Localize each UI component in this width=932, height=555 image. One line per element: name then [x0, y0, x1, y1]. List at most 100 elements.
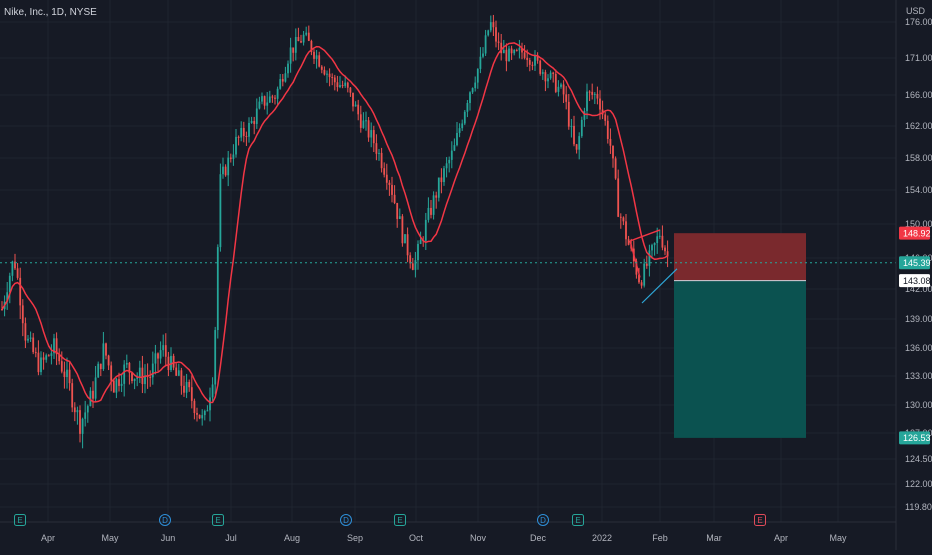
candle [138, 360, 141, 383]
dividend-marker[interactable]: D [159, 514, 171, 526]
candle [440, 168, 443, 194]
candle [253, 116, 256, 135]
candle [185, 373, 188, 399]
candle [596, 86, 599, 105]
candle [24, 317, 27, 349]
candle [112, 378, 115, 393]
candle [92, 381, 94, 408]
candle [391, 176, 393, 203]
candle [240, 121, 243, 142]
candle [125, 354, 128, 369]
candle [487, 29, 490, 37]
candle [242, 121, 245, 143]
candle [99, 363, 102, 377]
svg-text:D: D [343, 516, 349, 525]
price-tick-label: 142.00 [905, 284, 932, 294]
candle [206, 405, 209, 412]
candle [97, 361, 100, 378]
candle [271, 94, 274, 103]
dividend-marker[interactable]: D [537, 514, 549, 526]
price-tick-label: 162.00 [905, 121, 932, 131]
earnings-marker[interactable]: E [14, 514, 26, 526]
price-tick-label: 119.80 [905, 502, 932, 512]
candle [229, 153, 232, 163]
candle [445, 157, 448, 178]
price-tick-label: 158.00 [905, 153, 932, 163]
candle [235, 128, 237, 158]
time-tick-label: Feb [652, 533, 668, 543]
candle [341, 80, 344, 89]
candle [554, 69, 557, 94]
candle [216, 244, 219, 339]
candle [102, 331, 105, 371]
candle [521, 42, 523, 60]
candle [344, 75, 347, 88]
candle [349, 87, 352, 97]
candle [157, 352, 159, 372]
candle [417, 240, 419, 270]
candle [188, 379, 191, 392]
candle [294, 28, 297, 61]
candle [541, 69, 544, 80]
candle [326, 70, 328, 83]
earnings-marker[interactable]: E [394, 514, 406, 526]
candle [281, 74, 284, 87]
earnings-marker[interactable]: E [212, 514, 224, 526]
candle [53, 333, 55, 359]
time-axis: Apr May Jun Jul Aug Sep Oct Nov Dec 2022 Feb Mar Apr… [0, 521, 896, 543]
svg-text:E: E [757, 516, 762, 525]
candle [359, 105, 362, 133]
wedge-upper-line [629, 229, 661, 242]
time-tick-label: Dec [530, 533, 547, 543]
candle [435, 191, 438, 209]
candle [292, 47, 295, 62]
candle [222, 157, 224, 179]
target-price-label: 126.53 [899, 431, 931, 445]
svg-text:D: D [162, 516, 168, 525]
svg-text:143.08: 143.08 [903, 276, 931, 286]
candle [437, 177, 440, 202]
candle [565, 86, 568, 110]
candle [42, 352, 45, 370]
candle [430, 199, 432, 219]
candle [123, 360, 126, 397]
candle [144, 364, 146, 394]
candle [591, 83, 594, 100]
candle [461, 119, 464, 131]
candle [164, 333, 167, 367]
candle [268, 90, 271, 104]
time-tick-label: Apr [41, 533, 55, 543]
candle [136, 372, 139, 387]
earnings-marker[interactable]: E [754, 514, 766, 526]
candle [398, 208, 401, 220]
time-tick-label: Oct [409, 533, 424, 543]
candle [414, 251, 417, 278]
candle [354, 101, 357, 107]
candle [552, 71, 555, 83]
svg-text:E: E [17, 516, 22, 525]
candle [40, 351, 42, 376]
candle [336, 75, 339, 92]
candle [266, 92, 269, 115]
candle [71, 378, 74, 413]
candle [258, 96, 261, 110]
candle [76, 406, 79, 425]
candle [536, 52, 539, 64]
candle [209, 387, 211, 422]
candle [128, 361, 131, 385]
candle [578, 132, 581, 160]
candle [29, 331, 32, 342]
time-tick-label: Aug [284, 533, 300, 543]
candle [523, 45, 526, 60]
moving-average-line [1, 42, 669, 404]
candle [562, 80, 565, 104]
candle [149, 370, 152, 387]
candle [367, 116, 370, 142]
candle [443, 165, 445, 186]
dividend-marker[interactable]: D [340, 514, 352, 526]
earnings-marker[interactable]: E [572, 514, 584, 526]
entry-price-label: 143.08 [899, 274, 931, 288]
